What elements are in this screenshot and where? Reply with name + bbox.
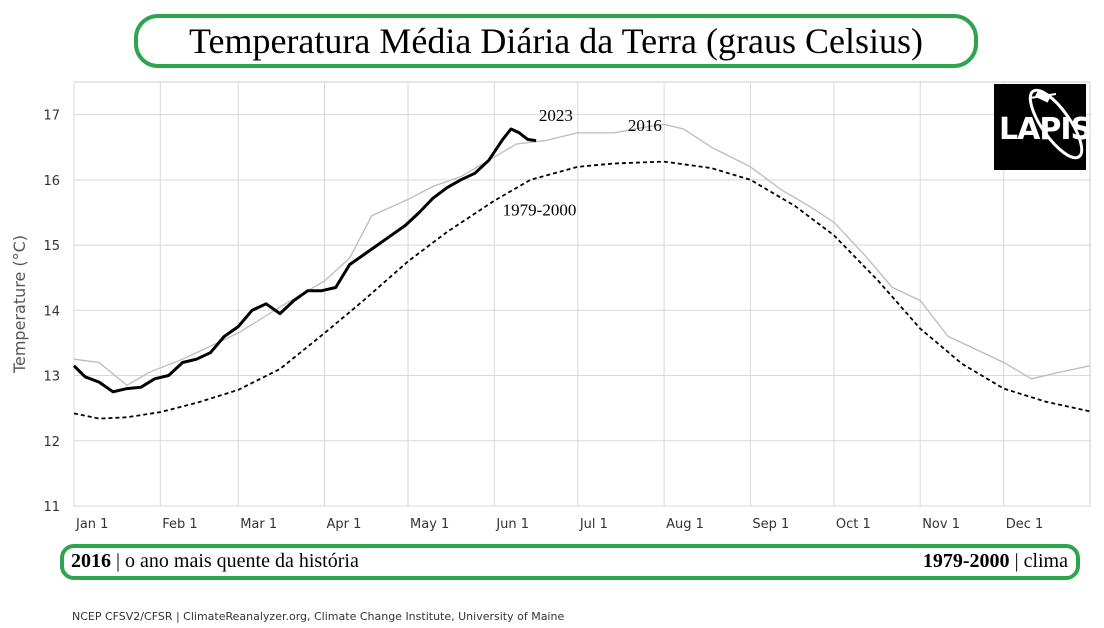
source-credit: NCEP CFSV2/CFSR | ClimateReanalyzer.org,…	[72, 610, 565, 623]
chart-tick-labels: 11 12 13 14 15 16 17 Jan 1 Feb 1 Mar 1 Apr 1 May 1 J…	[43, 109, 1043, 532]
x-tick-label: Nov 1	[922, 517, 960, 532]
satellite-orbit-icon	[1028, 88, 1084, 160]
series-annotation: 2023	[539, 106, 573, 125]
temperature-chart: 11 12 13 14 15 16 17 Jan 1 Feb 1 Mar 1 Apr 1 May 1 J…	[10, 81, 1091, 532]
series-annotation: 1979-2000	[503, 201, 577, 220]
x-tick-label: Apr 1	[327, 517, 362, 532]
plot-frame	[73, 81, 1091, 507]
x-tick-label: Aug 1	[666, 517, 704, 532]
y-axis-label: Temperature (°C)	[10, 235, 29, 374]
y-tick-label: 16	[43, 174, 60, 189]
series-line-2023	[72, 127, 537, 394]
y-tick-label: 11	[43, 500, 60, 515]
x-tick-label: Dec 1	[1006, 517, 1044, 532]
footer-right: 1979-2000 | clima	[923, 550, 1068, 573]
x-tick-label: Oct 1	[836, 517, 871, 532]
lapis-logo: LAPIS	[994, 84, 1092, 170]
x-tick-label: Mar 1	[240, 517, 277, 532]
x-tick-label: Jan 1	[75, 517, 108, 532]
y-tick-label: 17	[43, 109, 60, 124]
x-tick-label: Feb 1	[162, 517, 197, 532]
series-line-2016	[73, 123, 1091, 387]
footer-right-years: 1979-2000	[922, 550, 1010, 572]
x-tick-label: Sep 1	[752, 517, 789, 532]
x-tick-label: May 1	[410, 517, 449, 532]
y-tick-label: 15	[43, 239, 60, 254]
series-annotation: 2016	[628, 116, 662, 135]
series-line-1979-2000	[73, 160, 1091, 420]
logo-text: LAPIS	[999, 112, 1092, 147]
footer-left: 2016 | o ano mais quente da história	[71, 550, 359, 573]
chart-annotations: 2023 2016 1979-2000	[503, 106, 662, 220]
footer-left-text: | o ano mais quente da história	[111, 550, 359, 572]
chart-series	[72, 123, 1091, 420]
footer-left-year: 2016	[71, 550, 111, 572]
legend-footer: 2016 | o ano mais quente da história 197…	[60, 544, 1080, 580]
page-title: Temperatura Média Diária da Terra (graus…	[189, 21, 923, 61]
title-frame: Temperatura Média Diária da Terra (graus…	[134, 14, 978, 68]
x-tick-label: Jun 1	[495, 517, 529, 532]
footer-right-text: | clima	[1009, 550, 1068, 572]
y-tick-label: 13	[43, 370, 60, 385]
y-tick-label: 12	[43, 435, 60, 450]
y-tick-label: 14	[43, 304, 60, 319]
x-tick-label: Jul 1	[579, 517, 608, 532]
chart-grid	[73, 81, 1091, 507]
